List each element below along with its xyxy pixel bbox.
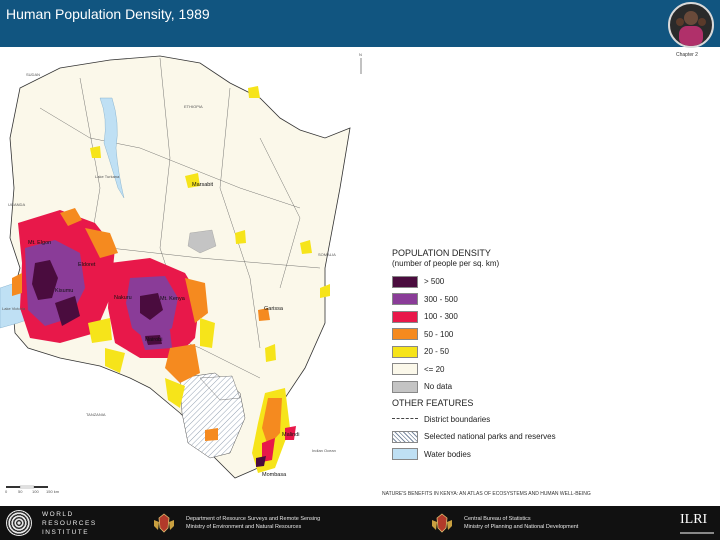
water-label-lake-victoria: Lake Victoria <box>2 306 26 311</box>
town-label-kisumu: Kisumu <box>55 288 73 294</box>
town-label-garissa: Garissa <box>264 306 284 312</box>
dashed-line-icon <box>392 413 418 425</box>
town-label-nairobi: Nairobi <box>145 337 162 343</box>
kenya-crest-icon <box>432 513 452 533</box>
town-label-mt-elgon: Mt. Elgon <box>28 240 51 246</box>
chapter-label: Chapter 2 <box>676 52 698 58</box>
town-label-mt-kenya: Mt. Kenya <box>160 296 186 302</box>
other-features-title: OTHER FEATURES <box>392 397 474 408</box>
kenya-map-svg: SUDAN ETHIOPIA UGANDA SOMALIA TANZANIA L… <box>0 48 370 496</box>
footer-bar: WORLD RESOURCES INSTITUTE Department of … <box>0 506 720 540</box>
page-title: Human Population Density, 1989 <box>6 6 210 22</box>
ilri-underline <box>680 532 714 534</box>
country-label-somalia: SOMALIA <box>318 252 336 257</box>
lake-turkana <box>99 97 125 199</box>
legend-subtitle: (number of people per sq. km) <box>392 259 500 268</box>
water-label-lake-turkana: Lake Turkana <box>95 174 120 179</box>
legend-swatch <box>392 380 418 393</box>
wri-logo-icon <box>6 510 32 536</box>
town-label-mombasa: Mombasa <box>262 472 287 478</box>
svg-text:150 km: 150 km <box>46 489 60 494</box>
svg-text:100: 100 <box>32 489 39 494</box>
kenya-crest-icon <box>154 513 174 533</box>
legend-swatch <box>392 345 418 358</box>
legend-item: No data <box>392 378 602 396</box>
country-label-sudan: SUDAN <box>26 72 40 77</box>
header-bar: Human Population Density, 1989 <box>0 0 720 48</box>
map-legend: POPULATION DENSITY (number of people per… <box>392 248 602 463</box>
ministry-planning-text: Central Bureau of Statistics Ministry of… <box>464 516 579 530</box>
header-photo-icon <box>668 2 714 48</box>
scale-bar: 0 50 100 150 km <box>5 485 60 494</box>
density-central <box>105 258 215 408</box>
density-coast <box>252 388 296 473</box>
indian-ocean <box>255 298 370 496</box>
town-label-marsabit: Marsabit <box>192 182 214 188</box>
svg-text:50: 50 <box>18 489 23 494</box>
legend-item: 20 - 50 <box>392 343 602 361</box>
country-label-tanzania: TANZANIA <box>86 412 106 417</box>
legend-swatch <box>392 310 418 323</box>
kenya-map: SUDAN ETHIOPIA UGANDA SOMALIA TANZANIA L… <box>0 48 370 496</box>
wri-name: WORLD RESOURCES INSTITUTE <box>42 511 97 536</box>
legend-item: Water bodies <box>392 446 602 464</box>
no-data-area <box>187 229 217 254</box>
legend-swatch <box>392 293 418 306</box>
legend-item: Selected national parks and reserves <box>392 428 602 446</box>
legend-item: > 500 <box>392 273 602 291</box>
water-label-indian-ocean: Indian Ocean <box>312 448 336 453</box>
park-area <box>199 375 241 401</box>
svg-text:0: 0 <box>5 489 8 494</box>
legend-title: POPULATION DENSITY <box>392 248 491 258</box>
town-label-nakuru: Nakuru <box>114 295 132 301</box>
source-credit: NATURE'S BENEFITS IN KENYA: AN ATLAS OF … <box>382 491 591 497</box>
hatch-pattern-icon <box>392 430 418 443</box>
north-arrow-icon: N <box>359 52 362 74</box>
legend-item: 100 - 300 <box>392 308 602 326</box>
svg-text:N: N <box>359 52 362 57</box>
legend-item: 300 - 500 <box>392 291 602 309</box>
country-label-uganda: UGANDA <box>8 202 25 207</box>
legend-item: 50 - 100 <box>392 326 602 344</box>
legend-swatch <box>392 328 418 341</box>
water-swatch <box>392 448 418 461</box>
ilri-logo: ILRI <box>680 512 708 527</box>
legend-item: <= 20 <box>392 361 602 379</box>
ministry-environment-text: Department of Resource Surveys and Remot… <box>186 516 321 530</box>
density-west <box>12 208 118 343</box>
density-scattered <box>90 86 330 441</box>
town-label-malindi: Malindi <box>282 432 299 438</box>
country-label-ethiopia: ETHIOPIA <box>184 104 203 109</box>
legend-item: District boundaries <box>392 411 602 429</box>
legend-swatch <box>392 363 418 376</box>
legend-swatch <box>392 275 418 288</box>
town-label-eldoret: Eldoret <box>78 262 96 268</box>
